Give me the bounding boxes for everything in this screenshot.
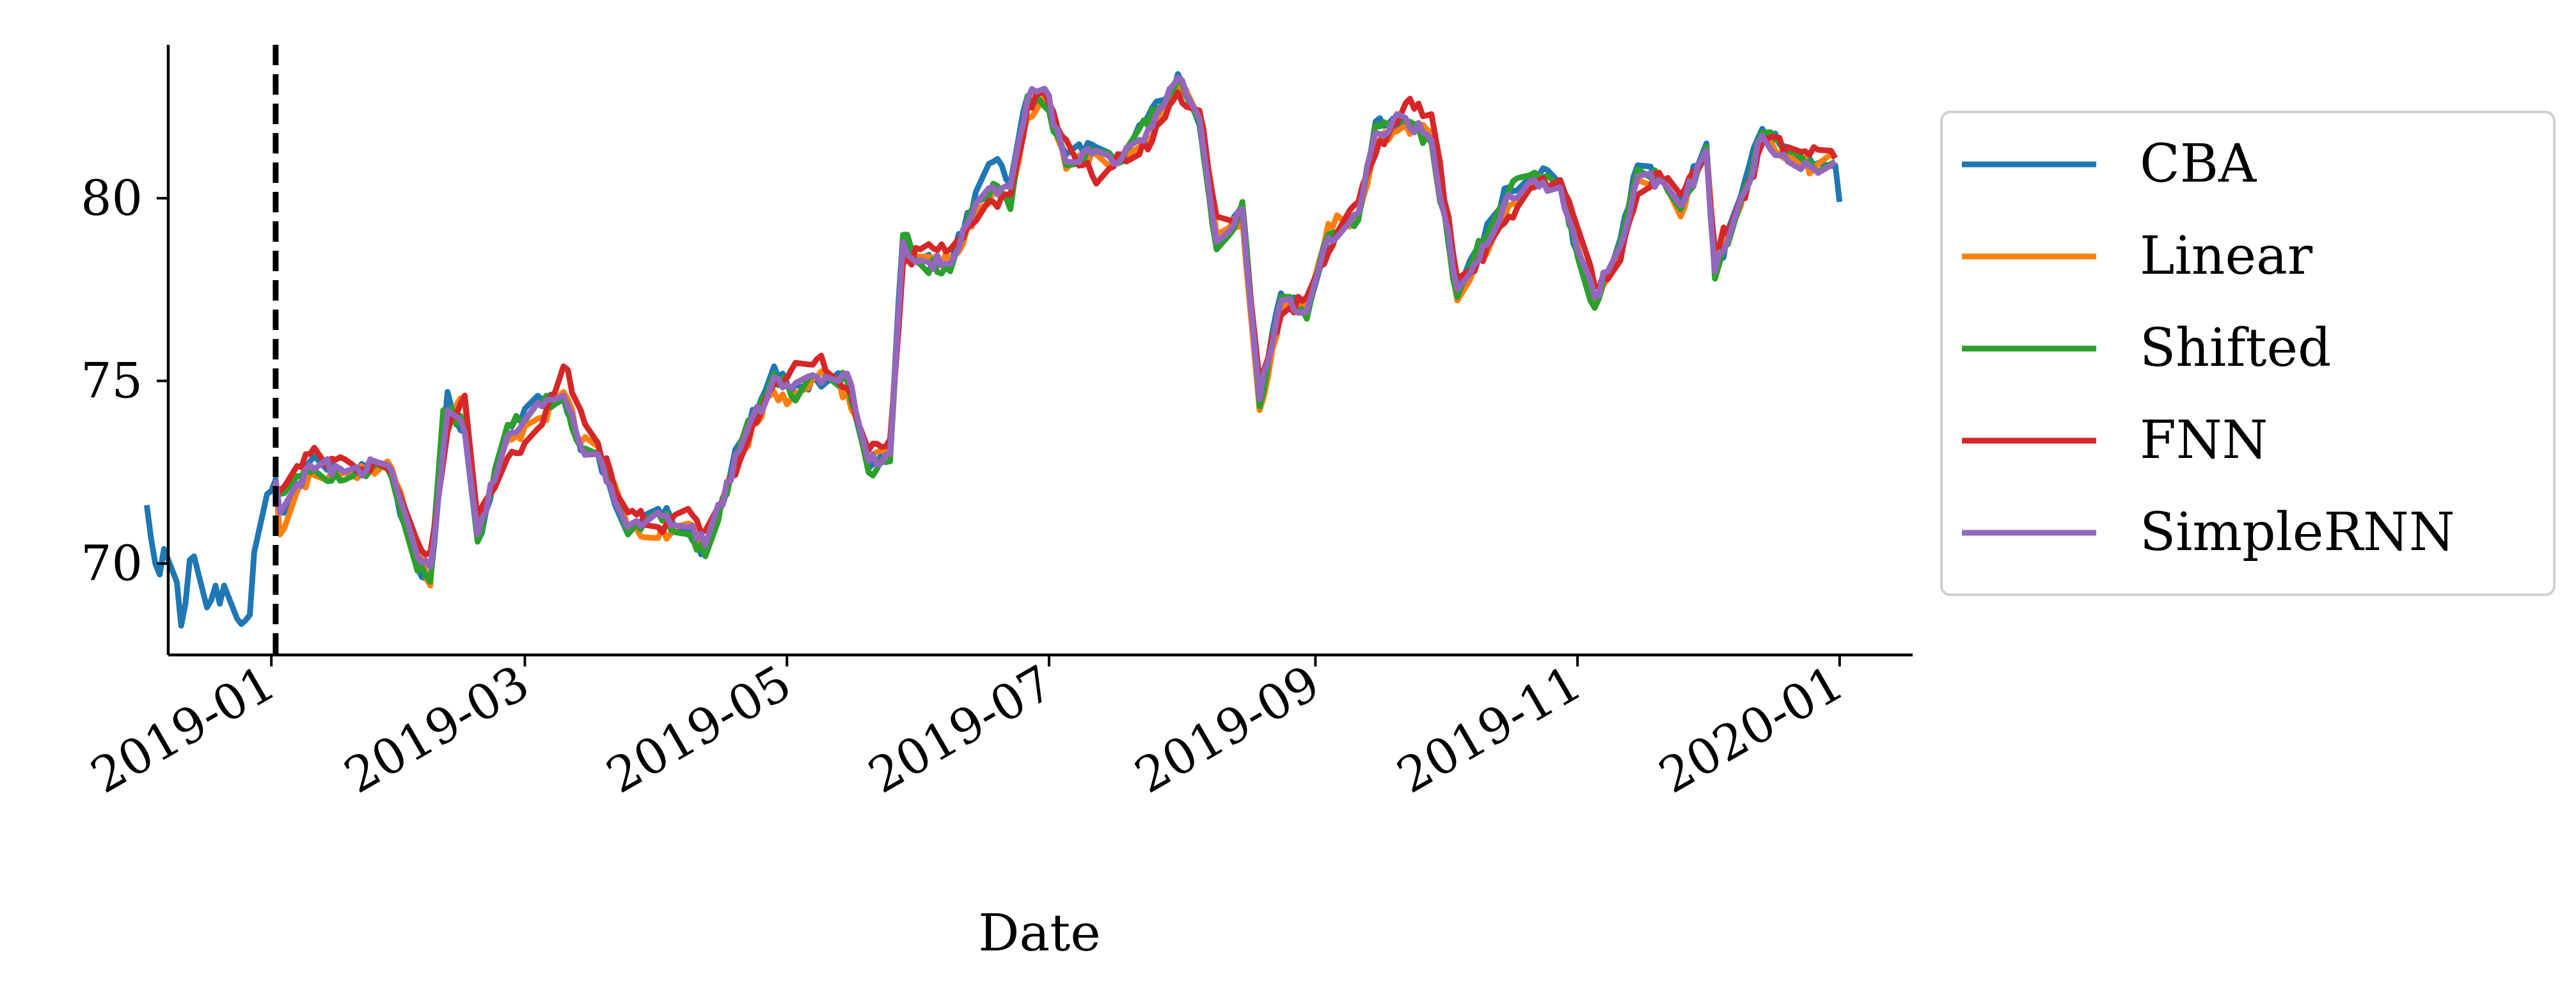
- y-tick-label: 70: [81, 535, 143, 592]
- plot-area: [143, 71, 1843, 629]
- x-tick-label: 2019-11: [1387, 654, 1591, 805]
- series-line-simplernn: [273, 74, 1837, 571]
- legend: CBA Linear Shifted FNN SimpleRNN: [1940, 111, 2556, 596]
- legend-label-simplernn: SimpleRNN: [2140, 502, 2455, 563]
- y-tick-label: 80: [81, 169, 143, 226]
- x-tick-label: 2020-01: [1650, 654, 1853, 805]
- legend-frame: [1940, 111, 2556, 596]
- legend-label-linear: Linear: [2140, 226, 2313, 287]
- x-tick-label: 2019-03: [335, 654, 538, 805]
- x-axis-label: Date: [978, 903, 1100, 963]
- x-tick-label: 2019-09: [1125, 654, 1329, 805]
- series-line-fnn: [273, 89, 1838, 558]
- x-tick-label: 2019-07: [859, 654, 1063, 805]
- series-line-cba: [143, 71, 1843, 629]
- series-line-shifted: [275, 74, 1837, 585]
- y-tick-label: 75: [81, 352, 143, 409]
- series-line-linear: [273, 82, 1838, 588]
- legend-label-shifted: Shifted: [2140, 318, 2332, 379]
- x-tick-label: 2019-05: [597, 654, 800, 805]
- legend-label-cba: CBA: [2140, 134, 2257, 194]
- x-tick-label: 2019-01: [81, 654, 285, 805]
- legend-label-fnn: FNN: [2140, 410, 2268, 471]
